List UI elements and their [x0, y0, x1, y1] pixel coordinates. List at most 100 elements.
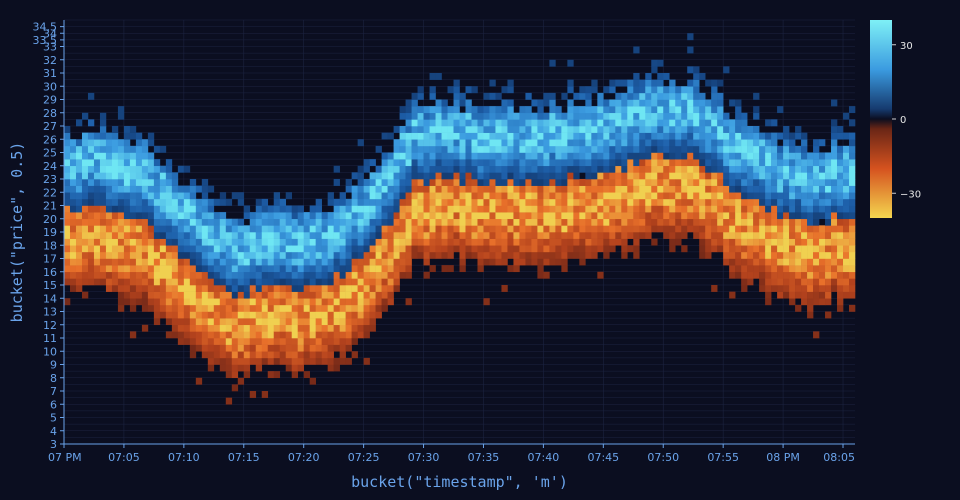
heatmap-cell [159, 218, 167, 226]
heatmap-cell [69, 238, 77, 246]
heatmap-cell [477, 258, 484, 266]
heatmap-cell [597, 172, 604, 180]
heatmap-cell [381, 225, 388, 233]
heatmap-cell [285, 278, 293, 286]
heatmap-cell [849, 271, 856, 279]
heatmap-cell [807, 172, 814, 180]
x-tick-label: 07:20 [288, 451, 320, 464]
heatmap-cell [369, 324, 376, 332]
heatmap-cell [645, 126, 652, 133]
heatmap-cell [363, 159, 370, 167]
heatmap-cell [153, 165, 161, 173]
heatmap-cell [183, 311, 191, 319]
heatmap-cell [309, 331, 316, 339]
heatmap-cell [771, 185, 778, 193]
heatmap-cell [279, 251, 287, 259]
heatmap-cell [357, 185, 364, 193]
heatmap-cell [261, 357, 269, 365]
heatmap-cell [207, 258, 215, 266]
heatmap-cell [393, 145, 400, 153]
heatmap-cell [555, 126, 562, 133]
heatmap-cell [663, 86, 670, 94]
heatmap-cell [213, 225, 221, 233]
heatmap-cell [669, 185, 676, 193]
heatmap-cell [669, 238, 676, 246]
heatmap-cell [645, 99, 652, 107]
heatmap-cell [231, 371, 239, 379]
heatmap-cell [159, 172, 167, 180]
heatmap-cell [69, 192, 77, 200]
heatmap-cell [303, 357, 310, 365]
heatmap-cell [609, 172, 616, 180]
heatmap-cell [453, 79, 460, 87]
heatmap-cell [453, 106, 460, 114]
heatmap-cell [333, 165, 340, 173]
heatmap-cell [345, 251, 352, 259]
heatmap-cell [183, 265, 191, 273]
heatmap-cell [789, 251, 796, 259]
heatmap-cell [597, 165, 604, 173]
heatmap-cell [603, 205, 610, 213]
heatmap-cell [429, 172, 436, 180]
heatmap-cell [783, 258, 790, 266]
heatmap-cell [675, 212, 682, 220]
heatmap-cell [93, 212, 101, 220]
heatmap-cell [147, 205, 155, 213]
heatmap-cell [627, 152, 634, 160]
heatmap-cell [771, 212, 778, 220]
heatmap-cell [111, 145, 119, 153]
heatmap-cell [81, 192, 89, 200]
heatmap-cell [447, 245, 454, 253]
heatmap-cell [333, 245, 340, 253]
heatmap-cell [333, 225, 340, 233]
heatmap-cell [357, 331, 364, 339]
heatmap-cell [195, 298, 203, 306]
heatmap-cell [645, 119, 652, 127]
heatmap-cell [93, 218, 101, 226]
heatmap-cell [615, 205, 622, 213]
heatmap-cell [285, 232, 293, 239]
heatmap-cell [153, 311, 161, 319]
heatmap-cell [777, 271, 784, 279]
heatmap-cell [333, 324, 340, 332]
heatmap-cell [237, 265, 245, 273]
heatmap-cell [717, 112, 724, 120]
heatmap-cell [249, 291, 257, 299]
heatmap-cell [177, 232, 185, 239]
heatmap-cell [111, 258, 119, 266]
heatmap-cell [621, 119, 628, 127]
heatmap-cell [423, 145, 430, 153]
heatmap-cell [585, 232, 592, 239]
heatmap-cell [525, 179, 532, 186]
heatmap-cell [681, 159, 688, 167]
heatmap-cell [693, 66, 700, 74]
heatmap-cell [201, 232, 209, 239]
heatmap-cell [837, 198, 844, 206]
heatmap-cell [321, 258, 328, 266]
heatmap-cell [453, 165, 460, 173]
heatmap-cell [669, 112, 676, 120]
heatmap-cell [723, 238, 730, 246]
heatmap-cell [555, 192, 562, 200]
heatmap-cell [345, 238, 352, 246]
heatmap-cell [813, 192, 820, 200]
heatmap-cell [447, 112, 454, 120]
heatmap-cell [753, 185, 760, 193]
heatmap-cell [189, 218, 197, 226]
heatmap-cell [87, 92, 95, 100]
heatmap-cell [585, 185, 592, 193]
heatmap-cell [267, 265, 275, 273]
y-axis-label: bucket("price", 0.5) [8, 142, 26, 323]
heatmap-cell [369, 185, 376, 193]
heatmap-cell [297, 318, 304, 326]
heatmap-cell [291, 331, 299, 339]
heatmap-cell [531, 119, 538, 127]
heatmap-cell [693, 179, 700, 186]
heatmap-cell [243, 344, 251, 352]
heatmap-cell [693, 99, 700, 107]
heatmap-cell [381, 192, 388, 200]
heatmap-cell [327, 318, 334, 326]
heatmap-cell [219, 238, 227, 246]
heatmap-cell [87, 119, 95, 127]
heatmap-cell [783, 232, 790, 239]
